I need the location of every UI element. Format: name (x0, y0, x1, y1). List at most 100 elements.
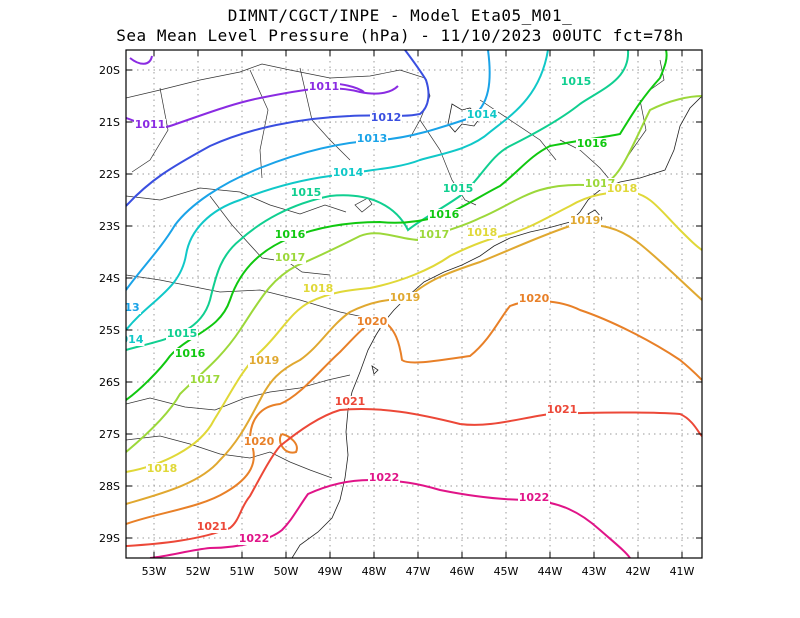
isobar-label: 1019 (390, 291, 421, 304)
isobar-label-bg (442, 183, 474, 195)
isobar-label: 1014 (467, 108, 498, 121)
isobar-label-bg (606, 183, 638, 195)
isobar-label: 1019 (249, 354, 280, 367)
isobar-label: 1011 (135, 118, 166, 131)
isobar-label-bg (518, 293, 550, 305)
isobar-label: 1018 (607, 182, 638, 195)
isobar-label-bg (189, 374, 221, 386)
isobar-label: 1020 (357, 315, 388, 328)
lat-label: 20S (99, 64, 120, 77)
lon-label: 52W (186, 565, 211, 578)
lon-label: 44W (538, 565, 563, 578)
isobar-label: 1016 (275, 228, 306, 241)
isobar-label: 1021 (335, 395, 366, 408)
lon-label: 45W (494, 565, 519, 578)
isobar-label-bg (126, 302, 141, 314)
lon-label: 49W (318, 565, 343, 578)
lat-label: 21S (99, 116, 120, 129)
lat-label: 29S (99, 532, 120, 545)
isobar-label-bg (518, 492, 550, 504)
isobar-label-bg (576, 138, 608, 150)
isobar-1021 (126, 407, 702, 547)
lon-label: 42W (626, 565, 651, 578)
isobar-label-bg (368, 472, 400, 484)
latitude-labels: 20S 21S 22S 23S 24S 25S 26S 27S 28S 29S (99, 64, 120, 545)
isobar-label: 1014 (333, 166, 364, 179)
coastline (291, 95, 702, 558)
map-title-line2: Sea Mean Level Pressure (hPa) - 11/10/20… (116, 26, 684, 45)
isobar-label-bg (238, 533, 270, 545)
lat-label: 25S (99, 324, 120, 337)
lon-label: 50W (274, 565, 299, 578)
isobar-label-bg (332, 167, 364, 179)
isobar-label-bg (196, 521, 228, 533)
isobar-label: 1022 (369, 471, 400, 484)
lat-label: 22S (99, 168, 120, 181)
isobar-label-bg (466, 109, 498, 121)
isobar-label: 1015 (291, 186, 322, 199)
isobar-label-bg (428, 209, 460, 221)
isobar-label: 1015 (561, 75, 592, 88)
isobar-label: 1020 (519, 292, 550, 305)
isobar-1018 (126, 190, 702, 473)
isobar-label: 1015 (443, 182, 474, 195)
lon-label: 47W (406, 565, 431, 578)
isobar-label-bg (356, 133, 388, 145)
isobar-label: 1021 (547, 403, 578, 416)
isobar-label: 1017 (419, 228, 450, 241)
isobar-label-bg (389, 292, 421, 304)
lon-label: 48W (362, 565, 387, 578)
isobar-label: 1018 (147, 462, 178, 475)
axis-ticks (126, 50, 702, 558)
isobar-label: 1017 (275, 251, 306, 264)
isobar-label-bg (174, 348, 206, 360)
map-frame (125, 49, 703, 559)
isobar-label-bg (274, 252, 306, 264)
longitude-labels: 53W 52W 51W 50W 49W 48W 47W 46W 45W 44W 43W 42W 41W (142, 565, 695, 578)
isobar-1020 (126, 300, 702, 525)
isobar-label-bg (418, 229, 450, 241)
isobar-label-bg (274, 229, 306, 241)
lat-label: 27S (99, 428, 120, 441)
isobar-label-bg (370, 112, 402, 124)
isobar-label: 1022 (239, 532, 270, 545)
isobar-label: 1011 (309, 80, 340, 93)
isobar-label: 1017 (190, 373, 221, 386)
isobar-label: 1018 (467, 226, 498, 239)
isobar-label-bg (560, 76, 592, 88)
lat-label: 23S (99, 220, 120, 233)
isobar-label-bg (248, 355, 280, 367)
isobar-label-bg (569, 215, 601, 227)
isobar-label: 1016 (429, 208, 460, 221)
isobar-label-bg (466, 227, 498, 239)
lat-label: 26S (99, 376, 120, 389)
isobar-1011 (126, 55, 399, 129)
lon-label: 43W (582, 565, 607, 578)
isobar-label: 1013 (357, 132, 388, 145)
isobar-label: 014 (121, 333, 144, 346)
isobar-label: 1018 (303, 282, 334, 295)
lat-label: 28S (99, 480, 120, 493)
isobar-label: 1012 (371, 111, 402, 124)
isobar-label-bg (146, 463, 178, 475)
isobars (126, 50, 702, 558)
isobar-label-bg (243, 436, 275, 448)
isobar-label: 1019 (570, 214, 601, 227)
lon-label: 51W (230, 565, 255, 578)
isobar-1014 (126, 50, 549, 331)
isobar-1022 (149, 478, 631, 558)
isobar-label-bg (356, 316, 388, 328)
isobar-label: 1016 (175, 347, 206, 360)
map-title-line1: DIMNT/CGCT/INPE - Model Eta05_M01_ (227, 6, 573, 25)
isobar-label: 1016 (577, 137, 608, 150)
isobar-label-bg (290, 187, 322, 199)
lon-label: 53W (142, 565, 167, 578)
isobar-1012 (126, 50, 430, 207)
isobar-label: 1022 (519, 491, 550, 504)
isobar-labels: 1011 1011 1012 1013 13 1014 1014 014 1015 1015 101… (121, 75, 638, 545)
lon-label: 46W (450, 565, 475, 578)
isobar-1019 (126, 223, 702, 505)
isobar-label: 1021 (197, 520, 228, 533)
isobar-label-bg (126, 334, 145, 346)
